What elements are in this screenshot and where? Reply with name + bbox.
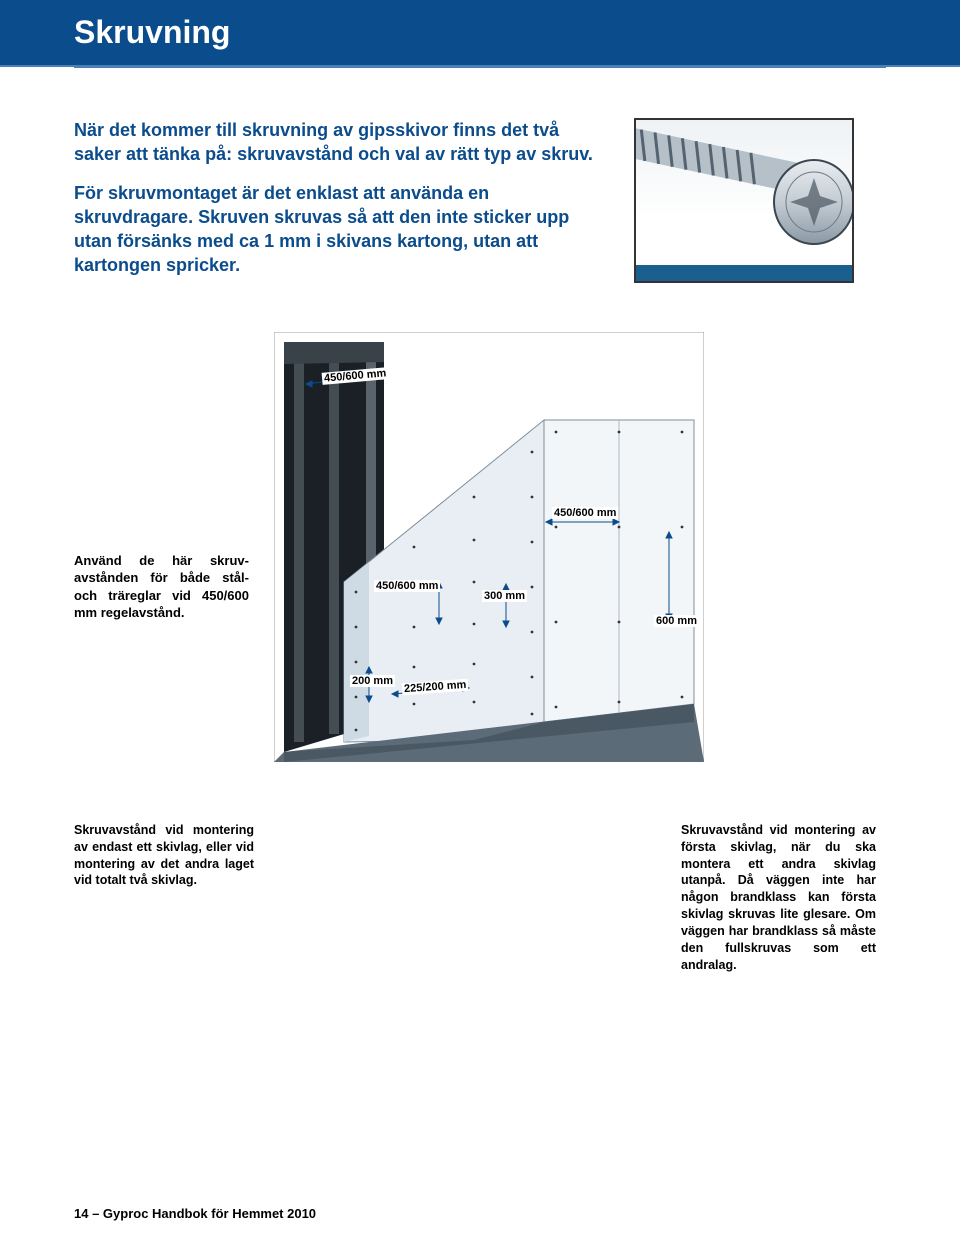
page-content: När det kommer till skruvning av gipsski… — [0, 68, 960, 974]
page-header: Skruvning — [0, 0, 960, 67]
note-right: Skruvavstånd vid montering av första ski… — [681, 822, 876, 974]
screw-illustration — [634, 118, 854, 283]
intro-p1: När det kommer till skruvning av gipsski… — [74, 118, 604, 167]
bottom-notes: Skruvavstånd vid monte­ring av endast et… — [74, 822, 886, 974]
intro-section: När det kommer till skruvning av gipsski… — [74, 118, 886, 292]
note-left: Skruvavstånd vid monte­ring av endast et… — [74, 822, 254, 974]
page-title: Skruvning — [74, 14, 960, 51]
dim-bottom-left: 200 mm — [350, 675, 395, 687]
dim-top-right: 450/600 mm — [552, 507, 618, 519]
dim-mid-right: 300 mm — [482, 590, 527, 602]
diagram-side-note: Använd de här skruv­avstånden för både s… — [74, 552, 249, 622]
intro-text: När det kommer till skruvning av gipsski… — [74, 118, 604, 292]
page-footer: 14 – Gyproc Handbok för Hemmet 2010 — [74, 1206, 316, 1221]
diagram-area: Använd de här skruv­avstånden för både s… — [74, 332, 886, 812]
intro-p2: För skruvmontaget är det enklast att anv… — [74, 181, 604, 278]
dim-right-big: 600 mm — [654, 615, 699, 627]
wall-diagram: 450/600 mm 450/600 mm 450/600 mm 300 mm … — [274, 332, 704, 762]
dim-mid-left: 450/600 mm — [374, 580, 440, 592]
